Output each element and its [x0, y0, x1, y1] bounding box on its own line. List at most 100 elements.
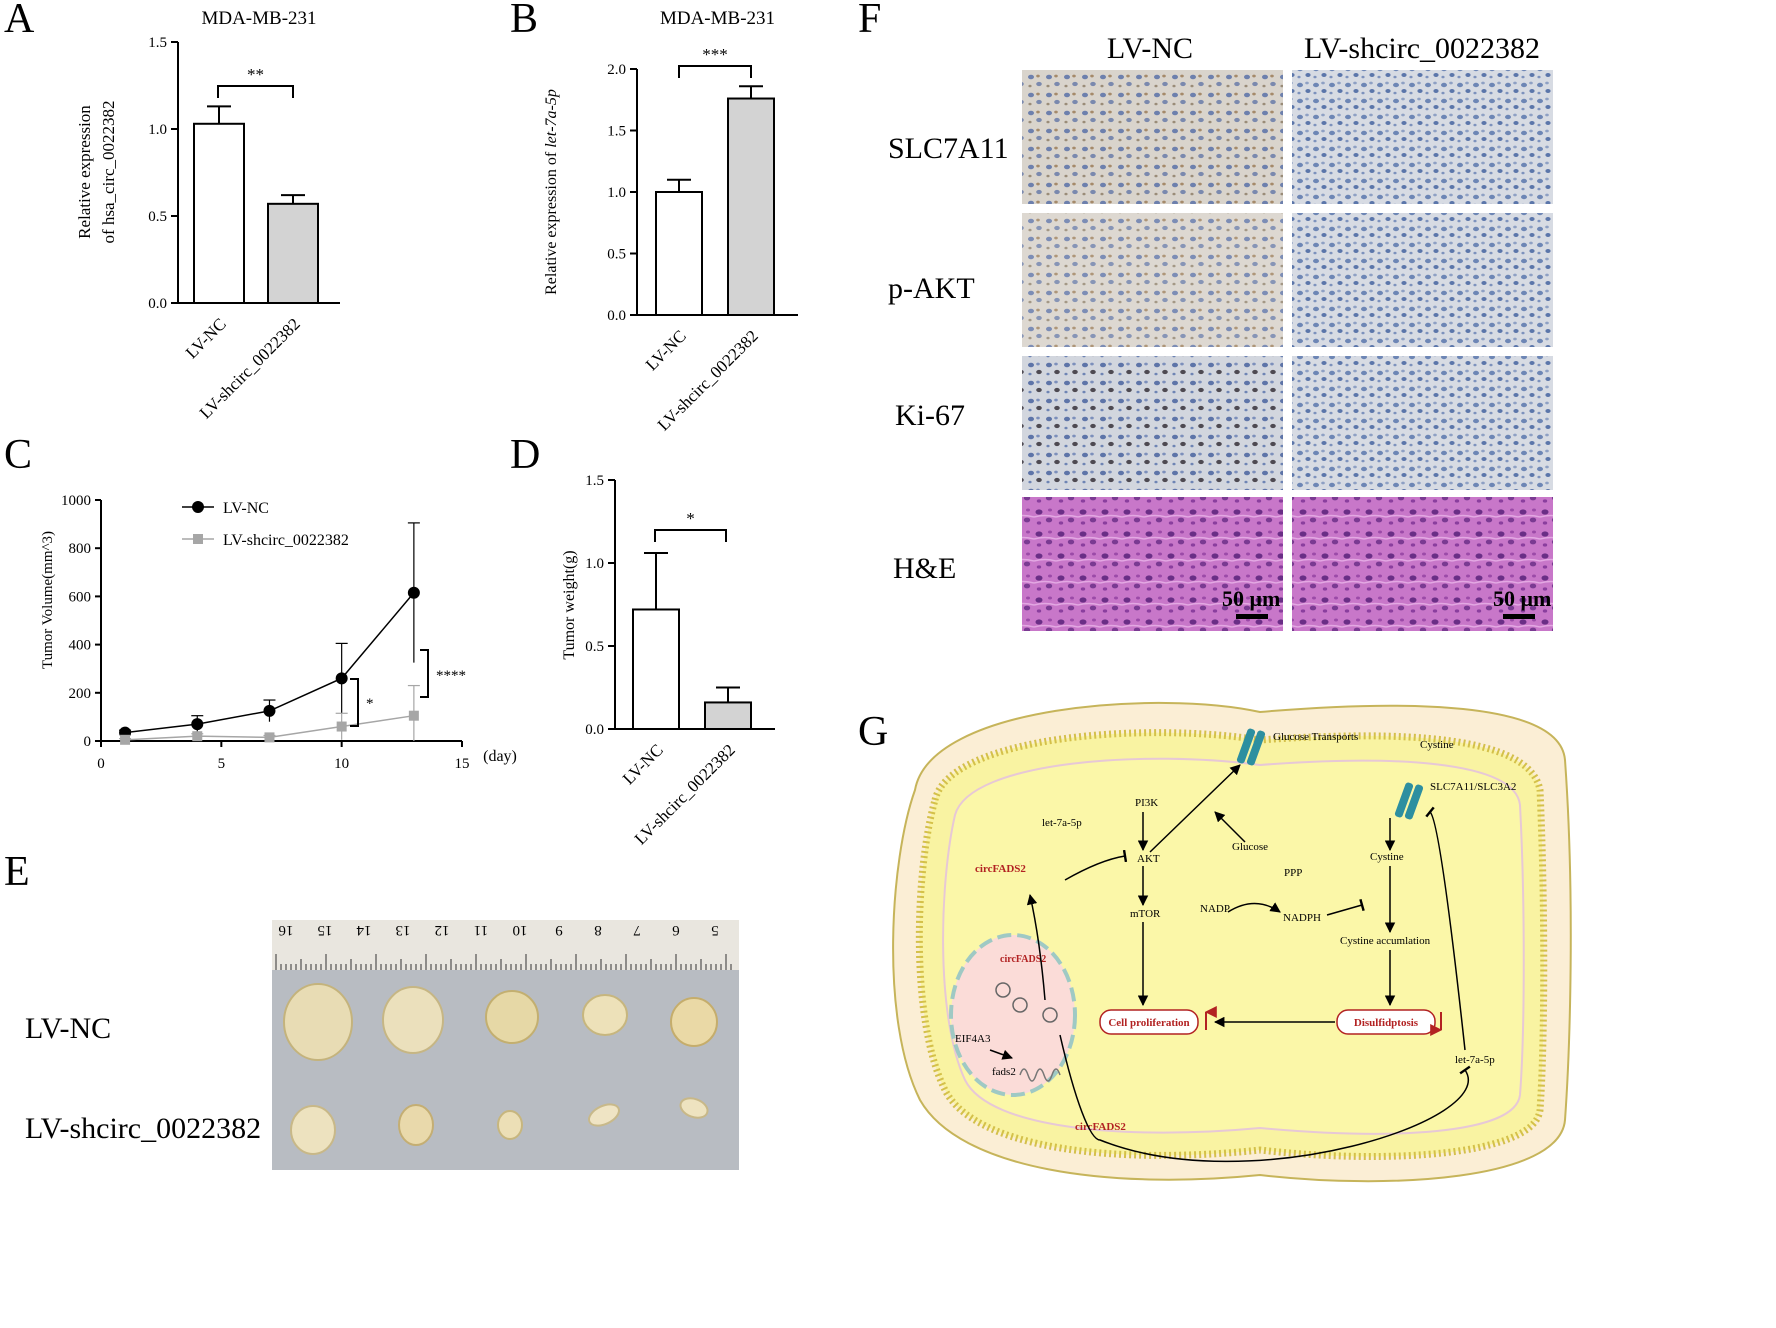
tumor-sh-4: [588, 1103, 620, 1127]
ruler-number: 7: [633, 922, 641, 938]
tumor-nc-5: [670, 997, 718, 1047]
chart-c-legend-marker-1: [192, 501, 204, 513]
chart-c-significance-bracket: [420, 649, 429, 698]
circrna-icon: [1042, 1007, 1058, 1023]
chart-c-point-1: [407, 586, 420, 599]
label-nadp: NADP: [1200, 903, 1230, 915]
panel-label-a: A: [4, 0, 35, 42]
panel-label-f: F: [858, 0, 881, 42]
label-pi3k: PI3K: [1135, 797, 1158, 809]
histology-tile-he-nc: [1022, 497, 1283, 631]
chart-c-x-tick-label: 5: [218, 756, 226, 772]
label-ppp: PPP: [1284, 867, 1302, 879]
tumor-sh-3: [497, 1110, 523, 1140]
chart-c-legend-label-1: LV-NC: [223, 500, 269, 517]
tumor-nc-3: [485, 990, 539, 1044]
chart-d-significance-label: *: [686, 509, 695, 528]
chart-a-title: MDA-MB-231: [201, 8, 316, 29]
panel-label-g: G: [858, 709, 888, 755]
histology-row-label-pakt: p-AKT: [888, 272, 975, 305]
histology-row-label-ki67: Ki-67: [895, 399, 965, 432]
panel-label-c: C: [4, 432, 32, 478]
cell-proliferation-box: [1099, 1009, 1199, 1035]
ruler-ticks: [275, 954, 732, 970]
label-glucose-transports: Glucose Transports: [1273, 731, 1358, 743]
scale-bar-label-sh: 50 μm: [1493, 586, 1551, 611]
tumor-nc-2: [382, 986, 444, 1054]
tumors-nc: [283, 983, 718, 1061]
chart-b-y-tick-label: 1.0: [607, 185, 626, 201]
tumor-sh-5: [679, 1097, 709, 1119]
label-circfads2-nucleus: circFADS2: [1000, 954, 1046, 965]
tumor-row-label-shcirc: LV-shcirc_0022382: [25, 1112, 261, 1145]
ruler-number: 9: [555, 922, 563, 938]
label-eif4a3: EIF4A3: [955, 1033, 991, 1045]
chart-b-title: MDA-MB-231: [660, 8, 775, 29]
label-cystine-inner: Cystine: [1370, 851, 1404, 863]
histology-col-header-nc: LV-NC: [1107, 32, 1193, 65]
label-fads2: fads2: [992, 1066, 1016, 1078]
chart-a-y-label: Relative expression: [75, 105, 94, 239]
chart-c-significance-label: ****: [436, 668, 466, 684]
label-circfads2-top: circFADS2: [975, 863, 1026, 875]
ruler-number: 10: [513, 922, 528, 938]
dna-strand-icon: [1019, 1068, 1061, 1082]
chart-c-y-tick-label: 800: [69, 541, 92, 557]
tumors-shcirc: [290, 1097, 709, 1155]
tumor-sh-2: [398, 1104, 434, 1146]
chart-c-x-unit: (day): [483, 748, 517, 765]
chart-a-significance-label: **: [247, 65, 264, 84]
chart-d-y-label: Tumor weight(g): [561, 550, 578, 659]
panel-g-pathway-diagram: Glucose Transports Cystine SLC7A11/SLC3A…: [892, 701, 1572, 1183]
tumor-nc-1: [283, 983, 353, 1061]
label-slc7a11: SLC7A11/SLC3A2: [1430, 781, 1516, 793]
chart-a-relative-expression-circ: MDA-MB-2310.00.51.01.5LV-NCLV-shcirc_002…: [75, 8, 340, 422]
chart-d-y-tick-label: 0.0: [585, 722, 604, 738]
ruler-number: 6: [672, 922, 680, 938]
ruler-number: 14: [356, 922, 372, 938]
disulfidptosis-box: [1336, 1009, 1436, 1035]
label-cell-proliferation: Cell proliferation: [1108, 1017, 1189, 1029]
label-disulfidptosis: Disulfidptosis: [1354, 1017, 1419, 1029]
circrna-icon: [995, 982, 1011, 998]
histology-tile-slc7a11-nc: [1022, 70, 1283, 204]
scale-bar-label-nc: 50 μm: [1222, 586, 1280, 611]
ruler-number: 5: [711, 922, 719, 938]
label-akt: AKT: [1137, 853, 1160, 865]
chart-c-y-label: Tumor Volume(mm^3): [40, 531, 56, 669]
chart-a-y-tick-label: 0.5: [148, 209, 167, 225]
chart-c-point-1: [263, 704, 276, 717]
scale-bar-sh: [1503, 614, 1535, 619]
panel-label-b: B: [510, 0, 538, 42]
chart-b-y-tick-label: 1.5: [607, 124, 626, 140]
chart-b-significance-label: ***: [702, 45, 728, 64]
chart-a-y-tick-label: 1.0: [148, 122, 167, 138]
tumor-nc-4: [582, 994, 628, 1036]
chart-b-y-tick-label: 0.5: [607, 247, 626, 263]
histology-tile-ki67-nc: [1022, 356, 1283, 490]
nucleus: [949, 933, 1077, 1097]
chart-b-x-tick-label: LV-NC: [642, 326, 690, 374]
chart-d-y-tick-label: 1.5: [585, 473, 604, 489]
ruler: [272, 920, 739, 970]
histology-tile-ki67-sh: [1292, 356, 1553, 490]
chart-a-x-tick-label: LV-NC: [182, 314, 230, 362]
chart-c-point-2: [264, 732, 275, 743]
slc7a11-transporter-icon: [1394, 782, 1424, 820]
chart-c-point-1: [191, 718, 204, 731]
chart-d-y-tick-label: 1.0: [585, 556, 604, 572]
ruler-number: 11: [474, 922, 488, 938]
chart-b-y-tick-label: 2.0: [607, 62, 626, 78]
chart-d-significance-bracket: [654, 529, 727, 542]
chart-c-point-2: [408, 710, 419, 721]
chart-a-bar-1: [193, 122, 245, 304]
ruler-numbers: 16 15 14 13 12 11 10 9 8 7 6 5: [278, 922, 719, 938]
chart-b-significance-bracket: [678, 65, 752, 78]
chart-c-x-tick-label: 0: [97, 756, 105, 772]
chart-c-x-tick-label: 15: [455, 756, 470, 772]
chart-c-tumor-volume: 0 200 400 600 800 1000 0 5 10 15 (day) Tumor Volume…: [40, 493, 517, 772]
chart-b-bar-2: [727, 97, 775, 316]
chart-a-y-label: of hsa_circ_0022382: [99, 100, 118, 243]
chart-c-y-tick-label: 0: [84, 734, 92, 750]
